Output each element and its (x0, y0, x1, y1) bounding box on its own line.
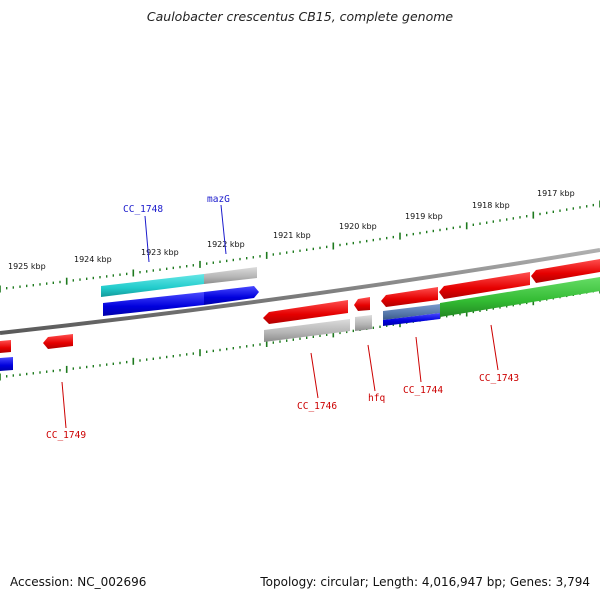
scale-label-1924: 1924 kbp (74, 255, 112, 264)
scale-label-1918: 1918 kbp (472, 201, 510, 210)
gene-cc1743-feature[interactable] (440, 277, 600, 317)
gene-hfq-feature[interactable] (354, 297, 370, 311)
leader-cc1746 (310, 352, 319, 399)
scale-label-1920: 1920 kbp (339, 222, 377, 231)
leader-cc1748 (144, 215, 150, 263)
outer-tick-ring (0, 200, 600, 293)
scale-label-1923: 1923 kbp (141, 248, 179, 257)
gene-mazg-feature[interactable] (204, 286, 259, 305)
scale-label-1921: 1921 kbp (273, 231, 311, 240)
gene-cc1744-feature-upper[interactable] (383, 304, 440, 320)
scale-labels: 1925 kbp 1924 kbp 1923 kbp 1922 kbp 1921… (8, 189, 575, 271)
genome-backbone (0, 248, 600, 335)
gene-red-feature-2[interactable] (439, 272, 530, 299)
leader-cc1743 (490, 324, 499, 371)
map-title: Caulobacter crescentus CB15, complete ge… (146, 9, 454, 24)
scale-label-1917: 1917 kbp (537, 189, 575, 198)
gene-grey-feature-lower-1[interactable] (264, 319, 350, 342)
gene-grey-feature-lower-2[interactable] (355, 315, 372, 331)
label-cc1749[interactable]: CC_1749 (46, 430, 86, 441)
leader-mazg (220, 204, 227, 255)
gene-red-feature-1[interactable] (381, 287, 438, 307)
label-cc1743[interactable]: CC_1743 (479, 373, 519, 384)
reverse-strand-genes (0, 297, 372, 371)
leader-cc1749 (61, 381, 67, 429)
leader-hfq (367, 344, 376, 392)
accession-text: Accession: NC_002696 (10, 575, 147, 589)
gene-red-feature-edge[interactable] (0, 340, 11, 353)
gene-grey-feature-upper[interactable] (204, 267, 257, 284)
gene-blue-feature-1[interactable] (103, 292, 204, 316)
scale-label-1919: 1919 kbp (405, 212, 443, 221)
forward-strand-genes (101, 259, 600, 326)
scale-label-1925: 1925 kbp (8, 262, 46, 271)
scale-label-1922: 1922 kbp (207, 240, 245, 249)
gene-cc1744-feature[interactable] (383, 313, 440, 326)
gene-labels: CC_1748 mazG CC_1749 CC_1746 hfq CC_1744… (46, 194, 519, 441)
gene-cc1748-feature[interactable] (101, 274, 204, 297)
leader-cc1744 (415, 336, 422, 383)
gene-cc1749-feature[interactable] (43, 334, 73, 349)
gene-red-feature-3[interactable] (531, 259, 600, 283)
label-hfq[interactable]: hfq (368, 393, 385, 404)
gene-blue-feature-edge[interactable] (0, 357, 13, 371)
label-leaders (61, 204, 499, 429)
label-mazg[interactable]: mazG (207, 194, 230, 205)
genome-summary-text: Topology: circular; Length: 4,016,947 bp… (260, 575, 590, 589)
label-cc1744[interactable]: CC_1744 (403, 385, 443, 396)
label-cc1748[interactable]: CC_1748 (123, 204, 163, 215)
label-cc1746[interactable]: CC_1746 (297, 401, 337, 412)
gene-cc1746-feature[interactable] (263, 300, 348, 324)
